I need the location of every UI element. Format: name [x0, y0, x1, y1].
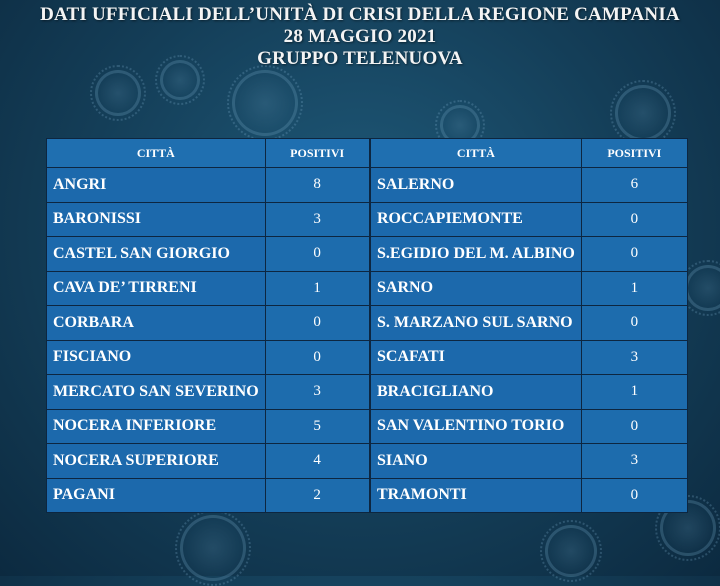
virus-decoration — [155, 55, 205, 105]
table-row: ROCCAPIEMONTE 0 — [370, 201, 688, 237]
city-cell: ANGRI — [46, 167, 266, 203]
positives-cell: 4 — [264, 443, 370, 479]
positives-column-header: POSITIVI — [264, 138, 370, 168]
city-cell: ROCCAPIEMONTE — [370, 201, 582, 237]
positives-cell: 8 — [264, 167, 370, 203]
table-row: BARONISSI 3 — [46, 201, 370, 237]
table-row: NOCERA INFERIORE 5 — [46, 408, 370, 444]
virus-decoration — [680, 260, 720, 316]
positives-cell: 0 — [580, 236, 688, 272]
city-cell: S. MARZANO SUL SARNO — [370, 305, 582, 341]
city-cell: BRACIGLIANO — [370, 374, 582, 410]
positives-cell: 3 — [264, 201, 370, 237]
city-cell: SALERNO — [370, 167, 582, 203]
table-row: SAN VALENTINO TORIO 0 — [370, 408, 688, 444]
table-row: SARNO 1 — [370, 270, 688, 306]
city-cell: SCAFATI — [370, 339, 582, 375]
city-cell: SAN VALENTINO TORIO — [370, 408, 582, 444]
table-row: FISCIANO 0 — [46, 339, 370, 375]
positives-cell: 6 — [580, 167, 688, 203]
source-line: GRUPPO TELENUOVA — [257, 48, 463, 69]
city-column-header: CITTÀ — [370, 138, 582, 168]
virus-decoration — [655, 495, 720, 561]
table-row: CASTEL SAN GIORGIO 0 — [46, 236, 370, 272]
positives-cell: 5 — [264, 408, 370, 444]
table-row: CORBARA 0 — [46, 305, 370, 341]
table-row: S. MARZANO SUL SARNO 0 — [370, 305, 688, 341]
title-line: DATI UFFICIALI DELL’UNITÀ DI CRISI DELLA… — [40, 4, 680, 25]
city-cell: NOCERA SUPERIORE — [46, 443, 266, 479]
table-row: MERCATO SAN SEVERINO 3 — [46, 374, 370, 410]
city-cell: CORBARA — [46, 305, 266, 341]
positives-column-header: POSITIVI — [580, 138, 688, 168]
city-cell: BARONISSI — [46, 201, 266, 237]
table-row: TRAMONTI 0 — [370, 477, 688, 513]
city-cell: CAVA DE’ TIRRENI — [46, 270, 266, 306]
positives-cell: 0 — [580, 477, 688, 513]
title-block: DATI UFFICIALI DELL’UNITÀ DI CRISI DELLA… — [0, 4, 720, 70]
positives-cell: 1 — [580, 270, 688, 306]
city-cell: FISCIANO — [46, 339, 266, 375]
city-cell: NOCERA INFERIORE — [46, 408, 266, 444]
positives-cell: 2 — [264, 477, 370, 513]
virus-decoration — [90, 65, 146, 121]
positives-cell: 0 — [264, 305, 370, 341]
virus-decoration — [610, 80, 676, 146]
positives-cell: 0 — [264, 236, 370, 272]
table-row: PAGANI 2 — [46, 477, 370, 513]
right-table: CITTÀ POSITIVI SALERNO 6 ROCCAPIEMONTE 0 S… — [370, 138, 688, 513]
table-row: CAVA DE’ TIRRENI 1 — [46, 270, 370, 306]
positives-cell: 3 — [580, 443, 688, 479]
table-row: ANGRI 8 — [46, 167, 370, 203]
table-row: BRACIGLIANO 1 — [370, 374, 688, 410]
city-cell: PAGANI — [46, 477, 266, 513]
city-cell: CASTEL SAN GIORGIO — [46, 236, 266, 272]
virus-decoration — [175, 510, 251, 586]
city-cell: SIANO — [370, 443, 582, 479]
positives-cell: 1 — [264, 270, 370, 306]
table-row: NOCERA SUPERIORE 4 — [46, 443, 370, 479]
positives-cell: 3 — [580, 339, 688, 375]
city-cell: S.EGIDIO DEL M. ALBINO — [370, 236, 582, 272]
table-row: SALERNO 6 — [370, 167, 688, 203]
virus-decoration — [540, 520, 602, 582]
positives-cell: 0 — [580, 408, 688, 444]
positives-cell: 0 — [580, 305, 688, 341]
table-row: SIANO 3 — [370, 443, 688, 479]
date-line: 28 MAGGIO 2021 — [283, 26, 437, 47]
city-column-header: CITTÀ — [46, 138, 266, 168]
virus-decoration — [227, 65, 303, 141]
city-cell: SARNO — [370, 270, 582, 306]
positives-cell: 1 — [580, 374, 688, 410]
positives-cell: 0 — [580, 201, 688, 237]
positives-cell: 0 — [264, 339, 370, 375]
table-row: SCAFATI 3 — [370, 339, 688, 375]
positives-cell: 3 — [264, 374, 370, 410]
city-cell: MERCATO SAN SEVERINO — [46, 374, 266, 410]
table-row: S.EGIDIO DEL M. ALBINO 0 — [370, 236, 688, 272]
city-cell: TRAMONTI — [370, 477, 582, 513]
left-table: CITTÀ POSITIVI ANGRI 8 BARONISSI 3 CASTEL … — [46, 138, 370, 513]
